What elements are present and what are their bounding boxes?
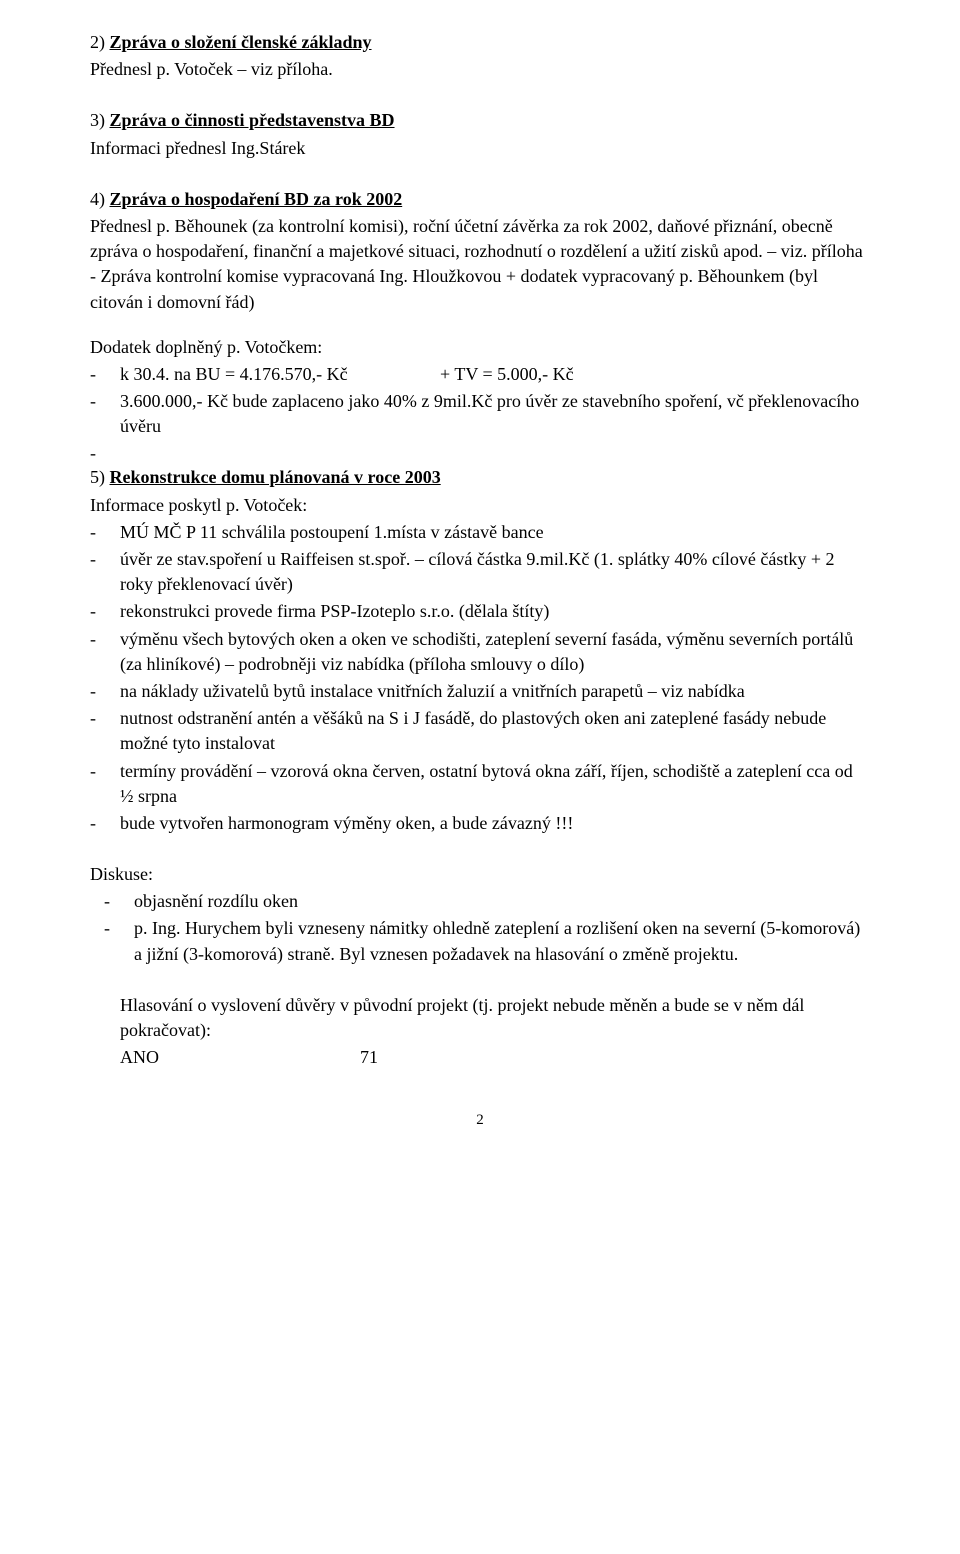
list-item-text: bude vytvořen harmonogram výměny oken, a…: [120, 813, 573, 833]
section-2-number: 2): [90, 32, 110, 52]
section-5: 5) Rekonstrukce domu plánovaná v roce 20…: [90, 465, 870, 836]
vote-row: ANO71: [120, 1045, 870, 1070]
list-item: termíny provádění – vzorová okna červen,…: [90, 759, 870, 809]
section-5-intro: Informace poskytl p. Votoček:: [90, 493, 870, 518]
list-item-text: rekonstrukci provede firma PSP-Izoteplo …: [120, 601, 549, 621]
section-3-title: Zpráva o činnosti představenstva BD: [110, 110, 395, 130]
page-number: 2: [90, 1110, 870, 1131]
vote-value: 71: [360, 1047, 378, 1067]
list-item: MÚ MČ P 11 schválila postoupení 1.místa …: [90, 520, 870, 545]
list-item: objasnění rozdílu oken: [90, 889, 870, 914]
list-item-text: termíny provádění – vzorová okna červen,…: [120, 761, 853, 806]
amount-right: + TV = 5.000,- Kč: [440, 364, 574, 384]
section-4-body: Přednesl p. Běhounek (za kontrolní komis…: [90, 214, 870, 315]
list-item: na náklady uživatelů bytů instalace vnit…: [90, 679, 870, 704]
discussion-list: objasnění rozdílu oken p. Ing. Hurychem …: [90, 889, 870, 967]
vote-label: ANO: [120, 1045, 360, 1070]
vote-intro: Hlasování o vyslovení důvěry v původní p…: [120, 993, 870, 1043]
section-2-body: Přednesl p. Votoček – viz příloha.: [90, 57, 870, 82]
list-item: k 30.4. na BU = 4.176.570,- Kč+ TV = 5.0…: [90, 362, 870, 387]
list-item-text: výměnu všech bytových oken a oken ve sch…: [120, 629, 853, 674]
list-item: rekonstrukci provede firma PSP-Izoteplo …: [90, 599, 870, 624]
section-4-heading: 4) Zpráva o hospodaření BD za rok 2002: [90, 187, 870, 212]
amount-left: k 30.4. na BU = 4.176.570,- Kč: [120, 362, 440, 387]
list-item: výměnu všech bytových oken a oken ve sch…: [90, 627, 870, 677]
list-item-text: MÚ MČ P 11 schválila postoupení 1.místa …: [120, 522, 544, 542]
section-2-heading: 2) Zpráva o složení členské základny: [90, 30, 870, 55]
section-2: 2) Zpráva o složení členské základny Pře…: [90, 30, 870, 82]
list-item-text: úvěr ze stav.spoření u Raiffeisen st.spo…: [120, 549, 834, 594]
list-item-text: 3.600.000,- Kč bude zaplaceno jako 40% z…: [120, 391, 859, 436]
vote-block: Hlasování o vyslovení důvěry v původní p…: [90, 993, 870, 1071]
discussion: Diskuse: objasnění rozdílu oken p. Ing. …: [90, 862, 870, 967]
section-3-number: 3): [90, 110, 110, 130]
section-3: 3) Zpráva o činnosti představenstva BD I…: [90, 108, 870, 160]
list-item-text: objasnění rozdílu oken: [134, 891, 298, 911]
section-4-list: k 30.4. na BU = 4.176.570,- Kč+ TV = 5.0…: [90, 362, 870, 440]
section-5-list: MÚ MČ P 11 schválila postoupení 1.místa …: [90, 520, 870, 836]
list-item-text: nutnost odstranění antén a věšáků na S i…: [120, 708, 826, 753]
section-5-title: Rekonstrukce domu plánovaná v roce 2003: [110, 467, 441, 487]
list-item-text: na náklady uživatelů bytů instalace vnit…: [120, 681, 745, 701]
discussion-heading: Diskuse:: [90, 862, 870, 887]
list-item: nutnost odstranění antén a věšáků na S i…: [90, 706, 870, 756]
list-item-text: p. Ing. Hurychem byli vzneseny námitky o…: [134, 918, 860, 963]
section-2-title: Zpráva o složení členské základny: [110, 32, 372, 52]
section-4-title: Zpráva o hospodaření BD za rok 2002: [110, 189, 403, 209]
section-5-heading: 5) Rekonstrukce domu plánovaná v roce 20…: [90, 465, 870, 490]
section-3-heading: 3) Zpráva o činnosti představenstva BD: [90, 108, 870, 133]
list-item: p. Ing. Hurychem byli vzneseny námitky o…: [90, 916, 870, 966]
list-item: bude vytvořen harmonogram výměny oken, a…: [90, 811, 870, 836]
section-4: 4) Zpráva o hospodaření BD za rok 2002 P…: [90, 187, 870, 440]
list-item: úvěr ze stav.spoření u Raiffeisen st.spo…: [90, 547, 870, 597]
section-5-number: 5): [90, 467, 110, 487]
section-4-addendum-intro: Dodatek doplněný p. Votočkem:: [90, 335, 870, 360]
section-4-number: 4): [90, 189, 110, 209]
list-item: 3.600.000,- Kč bude zaplaceno jako 40% z…: [90, 389, 870, 439]
section-3-body: Informaci přednesl Ing.Stárek: [90, 136, 870, 161]
